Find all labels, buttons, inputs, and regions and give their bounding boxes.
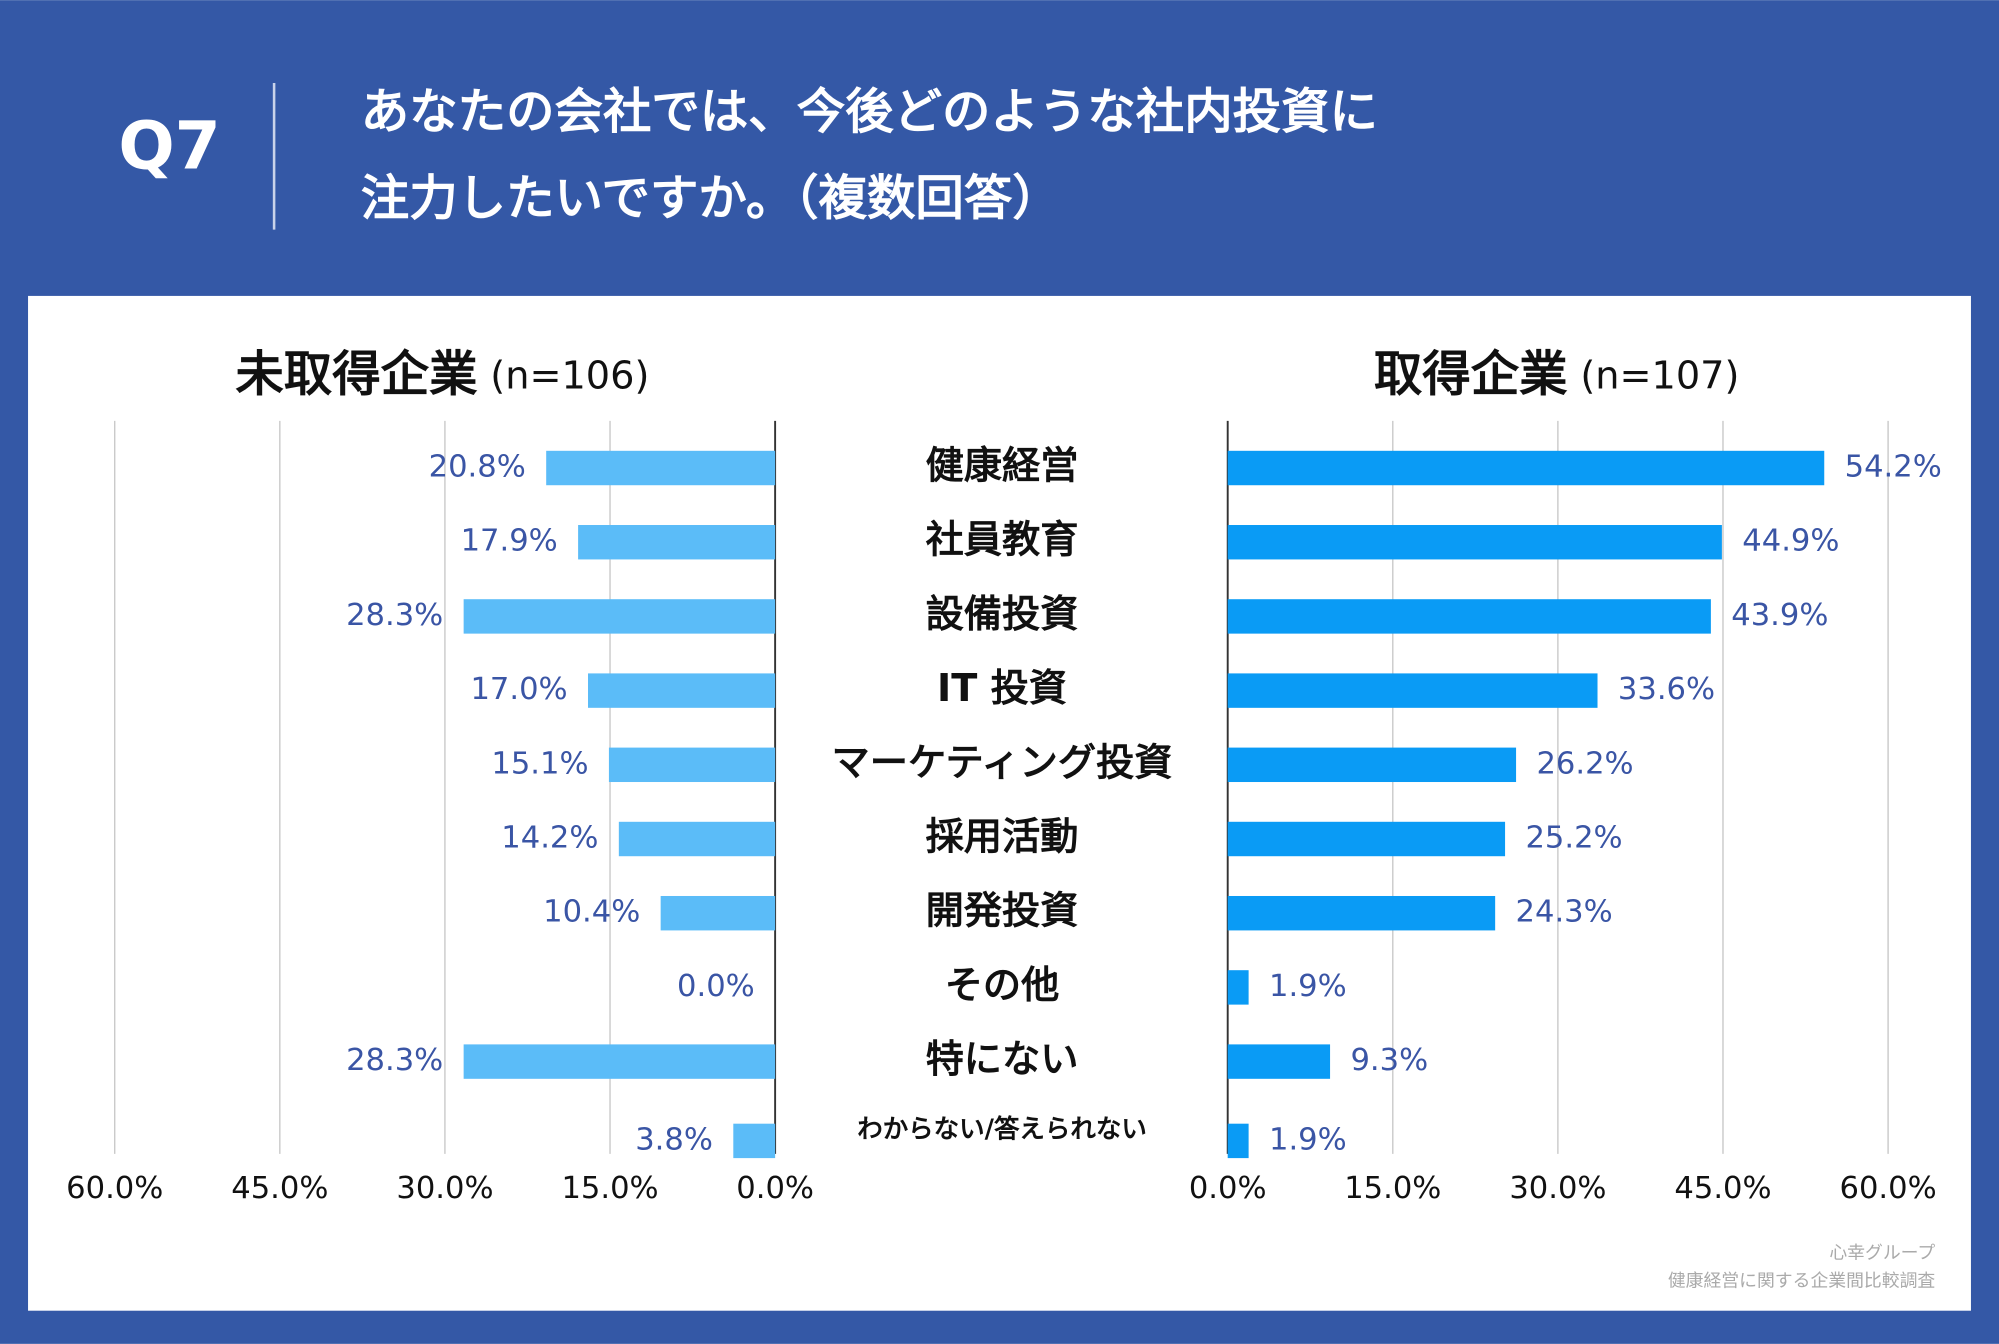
x-tick-label: 15.0% bbox=[561, 1171, 658, 1206]
value-label: 1.9% bbox=[1269, 1122, 1347, 1157]
subtitle: (n=106) bbox=[490, 354, 649, 398]
x-tick-label: 30.0% bbox=[1509, 1171, 1606, 1206]
value-label: 14.2% bbox=[501, 821, 598, 856]
value-label: 44.9% bbox=[1742, 524, 1839, 559]
bar bbox=[1227, 599, 1711, 634]
value-label: 3.8% bbox=[635, 1122, 713, 1157]
bar bbox=[1227, 525, 1722, 560]
value-label: 24.3% bbox=[1516, 895, 1613, 930]
value-label: 1.9% bbox=[1269, 969, 1347, 1004]
title: 未取得企業 bbox=[235, 347, 478, 403]
bar bbox=[733, 1123, 776, 1159]
value-label: 20.8% bbox=[429, 450, 526, 485]
bar bbox=[1227, 970, 1249, 1005]
bar bbox=[1227, 747, 1517, 783]
category-label: 社員教育 bbox=[926, 519, 1079, 563]
x-tick-label: 60.0% bbox=[66, 1171, 163, 1206]
bar bbox=[463, 1044, 776, 1079]
value-label: 9.3% bbox=[1350, 1043, 1428, 1078]
value-label: 28.3% bbox=[346, 598, 443, 633]
category-label: 開発投資 bbox=[926, 890, 1079, 934]
title: 取得企業 bbox=[1374, 347, 1568, 403]
chart-title: 取得企業 (n=107) bbox=[1374, 347, 1740, 403]
category-label: その他 bbox=[945, 964, 1060, 1008]
bar bbox=[1227, 821, 1506, 857]
bar bbox=[660, 895, 776, 931]
value-label: 17.0% bbox=[470, 672, 567, 707]
question-line: あなたの会社では、今後どのような社内投資に bbox=[361, 84, 1378, 140]
value-label: 26.2% bbox=[1536, 746, 1633, 781]
bar bbox=[578, 525, 776, 560]
bar bbox=[463, 599, 776, 634]
value-label: 17.9% bbox=[461, 524, 558, 559]
bar bbox=[1227, 450, 1825, 486]
bar bbox=[1227, 1123, 1249, 1159]
bar bbox=[588, 673, 776, 708]
bar bbox=[608, 747, 776, 783]
value-label: 43.9% bbox=[1731, 598, 1828, 633]
bar bbox=[618, 821, 776, 857]
value-label: 10.4% bbox=[543, 895, 640, 930]
x-tick-label: 45.0% bbox=[231, 1171, 328, 1206]
value-label: 0.0% bbox=[677, 969, 755, 1004]
x-tick-label: 0.0% bbox=[736, 1171, 814, 1206]
category-label: マーケティング投資 bbox=[832, 741, 1173, 785]
value-label: 54.2% bbox=[1845, 450, 1942, 485]
x-tick-label: 45.0% bbox=[1674, 1171, 1771, 1206]
source: 健康経営に関する企業間比較調査 bbox=[1668, 1270, 1936, 1291]
bar bbox=[1227, 1044, 1331, 1079]
value-label: 28.3% bbox=[346, 1043, 443, 1078]
question-line: 注力したいですか。（複数回答） bbox=[361, 171, 1061, 227]
bar bbox=[1227, 895, 1496, 931]
bar bbox=[546, 450, 776, 486]
value-label: 33.6% bbox=[1618, 672, 1715, 707]
value-label: 15.1% bbox=[491, 746, 588, 781]
x-tick-label: 30.0% bbox=[396, 1171, 493, 1206]
question-number: Q7 bbox=[118, 107, 220, 185]
bar bbox=[1227, 673, 1598, 708]
value-label: 25.2% bbox=[1525, 821, 1622, 856]
category-label: 特にない bbox=[926, 1038, 1079, 1082]
category-label: わからない/答えられない bbox=[857, 1115, 1147, 1145]
category-label: 健康経営 bbox=[926, 444, 1079, 489]
source: 心幸グループ bbox=[1829, 1242, 1935, 1263]
category-label: IT 投資 bbox=[937, 667, 1067, 711]
x-tick-label: 60.0% bbox=[1840, 1171, 1937, 1206]
category-label: 採用活動 bbox=[926, 816, 1079, 860]
x-tick-label: 15.0% bbox=[1344, 1171, 1441, 1206]
chart-title: 未取得企業 (n=106) bbox=[235, 347, 649, 403]
subtitle: (n=107) bbox=[1580, 354, 1739, 398]
category-label: 設備投資 bbox=[926, 593, 1079, 637]
x-tick-label: 0.0% bbox=[1189, 1171, 1267, 1206]
